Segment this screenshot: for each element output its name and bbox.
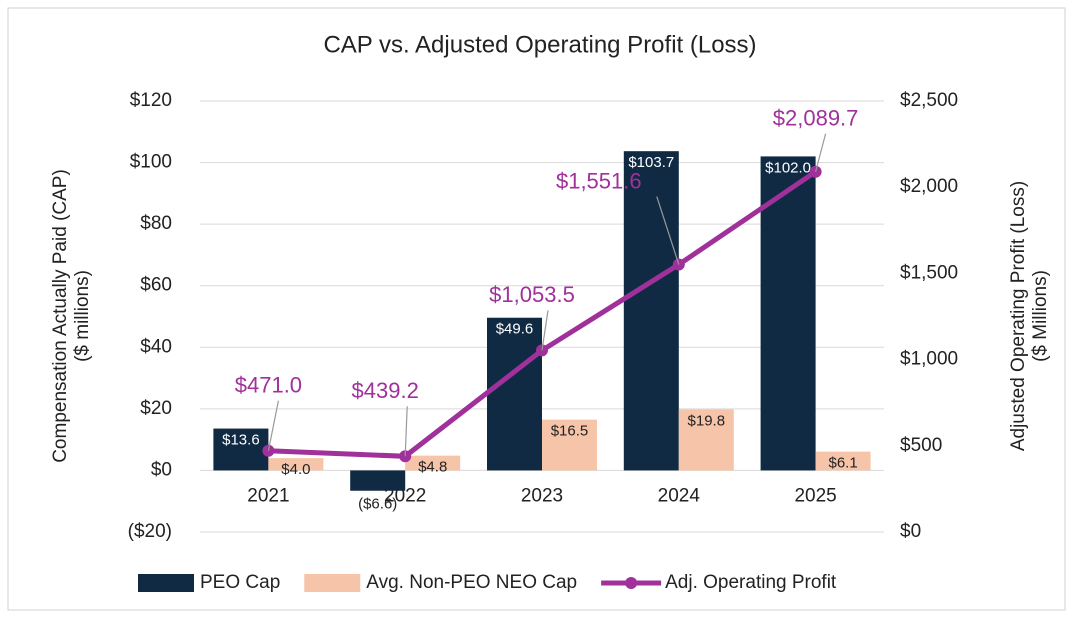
y-tick-label: $0 [151, 459, 172, 480]
data-label: $102.0 [765, 159, 811, 176]
axis-title-line: ($ Millions) [1030, 270, 1051, 362]
y-tick-label: $80 [140, 213, 172, 234]
y-tick-label: $120 [130, 90, 172, 111]
axis-title: Compensation Actually Paid (CAP) ($ milli… [50, 169, 93, 463]
legend-label: Avg. Non-PEO NEO Cap [366, 572, 577, 593]
axis-title-line: ($ millions) [72, 270, 93, 362]
bar [623, 151, 679, 471]
y-tick-label: $20 [140, 398, 172, 419]
line-label: $1,053.5 [489, 282, 575, 307]
x-tick-label: 2024 [658, 485, 701, 506]
x-tick-label: 2021 [247, 485, 289, 506]
data-label: $4.0 [281, 461, 310, 478]
y-tick-label: $60 [140, 275, 172, 296]
y2-tick-label: $500 [900, 435, 942, 456]
leader-line [656, 196, 680, 265]
legend-swatch [304, 574, 361, 592]
data-label: $49.6 [496, 321, 534, 338]
line-label: $2,089.7 [773, 106, 859, 131]
bar [815, 451, 871, 471]
bar [542, 419, 597, 471]
y-tick-label: ($20) [128, 521, 172, 542]
bar [487, 317, 542, 471]
y-tick-label: $40 [140, 336, 172, 357]
data-label: $19.8 [688, 412, 726, 429]
axis-title-line: Adjusted Operating Profit (Loss) [1008, 181, 1029, 451]
axis-title: Adjusted Operating Profit (Loss) ($ Milli… [1008, 181, 1051, 451]
data-label: $4.8 [418, 459, 447, 476]
legend-label: Adj. Operating Profit [665, 572, 837, 593]
leader-line [404, 406, 408, 457]
x-tick-label: 2023 [521, 485, 563, 506]
data-label: $13.6 [222, 432, 260, 449]
legend-swatch [138, 574, 194, 592]
leader-line [815, 133, 827, 172]
bar [268, 458, 324, 471]
bar [213, 428, 269, 471]
line-label: $1,551.6 [556, 168, 642, 193]
y2-tick-label: $0 [900, 521, 921, 542]
y2-tick-label: $1,500 [900, 262, 958, 283]
bar [405, 455, 461, 471]
y2-tick-label: $2,000 [900, 176, 958, 197]
chart-title: CAP vs. Adjusted Operating Profit (Loss) [323, 31, 756, 58]
leader-line [267, 400, 279, 451]
data-label: $16.5 [551, 423, 589, 440]
x-tick-label: 2025 [794, 485, 836, 506]
axis-title-line: Compensation Actually Paid (CAP) [50, 169, 71, 463]
y2-tick-label: $2,500 [900, 90, 958, 111]
bar [760, 156, 816, 471]
legend-swatch-point [625, 577, 638, 589]
y2-tick-label: $1,000 [900, 349, 958, 370]
line-label: $439.2 [352, 378, 419, 403]
legend-label: PEO Cap [200, 572, 280, 593]
line-label: $471.0 [235, 373, 302, 398]
y-tick-label: $100 [130, 152, 172, 173]
leader-line [541, 310, 549, 351]
bar [678, 409, 734, 471]
bar [350, 470, 406, 491]
data-label: $103.7 [628, 154, 674, 171]
data-label: ($6.6) [358, 496, 397, 513]
data-label: $6.1 [828, 455, 857, 472]
chart-frame [7, 7, 1066, 611]
